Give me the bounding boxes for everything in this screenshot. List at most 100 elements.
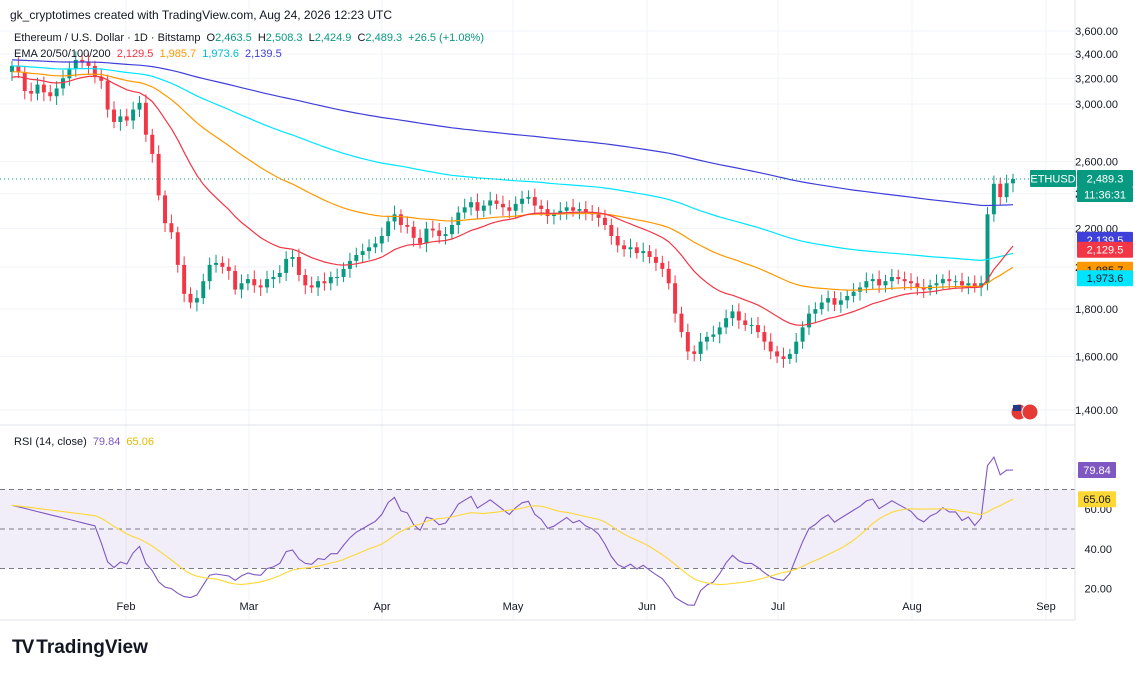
ema20-badge[interactable]: 2,129.5 <box>1077 241 1133 258</box>
high-value: 2,508.3 <box>265 32 303 44</box>
candle-body <box>118 116 123 122</box>
candle-body <box>845 295 850 301</box>
last-price-badge[interactable]: 2,489.3 <box>1077 170 1133 188</box>
candle-body <box>507 207 512 211</box>
candle-body <box>271 277 276 280</box>
candle-body <box>354 255 359 261</box>
candle-body <box>252 279 257 286</box>
time-tick-label: Apr <box>373 601 390 613</box>
chart-credit: gk_cryptotimes created with TradingView.… <box>10 8 392 22</box>
candle-body <box>207 264 212 282</box>
candle-body <box>921 287 926 290</box>
ema20-line <box>11 75 1014 326</box>
candle-body <box>226 266 231 271</box>
ema-legend[interactable]: EMA 20/50/100/200 2,129.5 1,985.7 1,973.… <box>14 48 285 60</box>
candle-body <box>367 247 372 252</box>
candle-body <box>953 281 958 283</box>
rsi-badge[interactable]: 79.84 <box>1078 461 1116 478</box>
candle-body <box>622 245 627 250</box>
tradingview-logo-text: TradingView <box>36 637 148 658</box>
candle-body <box>743 320 748 326</box>
candle-body <box>316 281 321 288</box>
candle-body <box>628 247 633 250</box>
candle-body <box>99 77 104 81</box>
rsi-value: 79.84 <box>92 436 121 448</box>
candle-body <box>666 268 671 284</box>
candle-body <box>61 78 65 89</box>
time-tick-label: Jun <box>638 601 656 613</box>
price-tick-label: 2,600.00 <box>1075 157 1118 169</box>
candle-body <box>870 279 875 282</box>
candle-body <box>137 102 142 110</box>
candle-body <box>826 298 831 303</box>
ema100-badge-text: 1,973.6 <box>1087 273 1124 285</box>
candle-body <box>749 325 754 327</box>
candle-body <box>341 268 346 278</box>
candle-body <box>762 332 767 342</box>
ohlc-legend[interactable]: Ethereum / U.S. Dollar · 1D · Bitstamp O… <box>14 32 487 44</box>
candle-body <box>711 334 716 337</box>
us-flag-icon[interactable] <box>1010 403 1039 421</box>
candle-body <box>22 72 27 92</box>
candle-body <box>373 243 378 248</box>
candle-body <box>883 281 888 286</box>
candle-body <box>443 234 448 236</box>
candle-body <box>328 277 333 284</box>
candle-body <box>513 203 518 211</box>
symbol-name[interactable]: Ethereum / U.S. Dollar · 1D · Bitstamp <box>14 32 201 44</box>
ema50-value: 1,985.7 <box>159 48 197 60</box>
candle-body <box>392 214 397 222</box>
candle-body <box>48 92 53 97</box>
candle-body <box>112 109 116 122</box>
time-tick-label: May <box>503 601 524 613</box>
candle-body <box>430 228 435 231</box>
open-label: O <box>206 32 216 44</box>
candle-body <box>947 279 952 282</box>
tradingview-logo[interactable]: TV TradingView <box>12 637 148 659</box>
time-tick-label: Sep <box>1036 601 1056 613</box>
ticker-badge[interactable]: ETHUSD <box>1030 170 1076 188</box>
rsi-legend[interactable]: RSI (14, close) 79.84 65.06 <box>14 436 157 448</box>
candle-body <box>194 298 199 303</box>
candle-body <box>768 341 773 352</box>
candle-body <box>692 351 697 354</box>
rsi-ma-badge[interactable]: 65.06 <box>1078 491 1116 508</box>
candle-body <box>877 279 882 286</box>
candle-body <box>940 279 945 284</box>
candle-body <box>188 293 193 303</box>
candle-body <box>201 281 206 299</box>
candle-body <box>80 59 85 63</box>
ema100-badge[interactable]: 1,973.6 <box>1077 270 1133 287</box>
rsi-tick-label: 60.00 <box>1084 504 1112 516</box>
candle-body <box>819 302 824 310</box>
candle-body <box>290 256 295 259</box>
candle-body <box>526 197 531 199</box>
high-label: H <box>257 32 266 44</box>
price-tick-label: 1,400.00 <box>1075 405 1118 417</box>
candle-body <box>539 205 544 210</box>
candle-body <box>583 209 588 213</box>
rsi-label[interactable]: RSI (14, close) <box>14 436 87 448</box>
candle-body <box>405 224 410 227</box>
price-badges: ETHUSD2,489.311:36:312,139.52,129.51,985… <box>1010 170 1133 508</box>
candle-body <box>475 202 480 211</box>
candle-body <box>781 356 786 359</box>
ema-label[interactable]: EMA 20/50/100/200 <box>14 48 111 60</box>
grid <box>0 0 1075 620</box>
candle-body <box>602 217 607 225</box>
candle-body <box>972 283 977 288</box>
candle-body <box>698 341 703 354</box>
countdown-badge[interactable]: 11:36:31 <box>1077 187 1133 203</box>
candle-body <box>730 311 735 319</box>
candle-body <box>596 214 601 218</box>
candle-body <box>150 134 155 154</box>
candle-body <box>577 209 582 211</box>
candle-body <box>1011 179 1015 184</box>
rsi-tick-label: 20.00 <box>1084 583 1112 595</box>
candle-body <box>889 277 894 282</box>
candle-body <box>424 228 429 244</box>
candle-body <box>303 274 308 286</box>
candle-body <box>449 224 454 235</box>
candle-body <box>16 65 21 73</box>
candle-body <box>437 230 442 236</box>
